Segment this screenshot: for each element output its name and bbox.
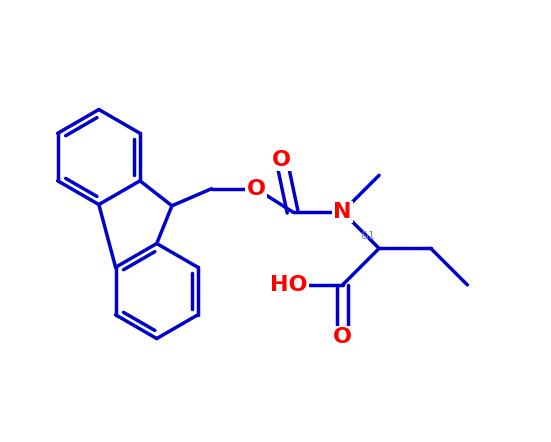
Text: &1: &1 — [361, 231, 375, 241]
Text: HO: HO — [270, 275, 307, 295]
Text: O: O — [246, 179, 266, 199]
Text: O: O — [333, 327, 352, 347]
Text: N: N — [333, 202, 352, 222]
Text: O: O — [272, 150, 291, 170]
